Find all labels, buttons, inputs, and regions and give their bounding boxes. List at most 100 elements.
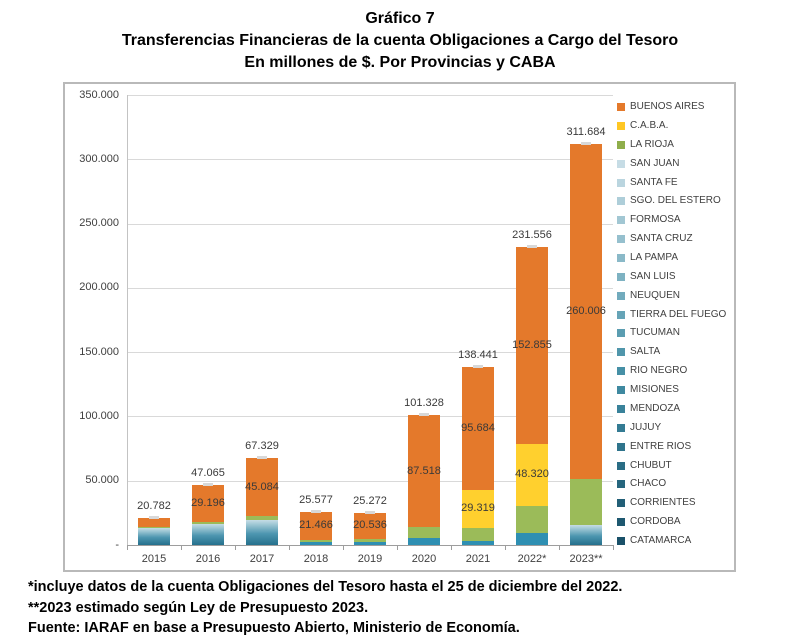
x-axis-line (127, 545, 614, 546)
bar-segment-2019-buenos-aires (354, 512, 386, 539)
bar-total-label-2023**: 311.684 (566, 126, 606, 139)
legend-item-misiones: MISIONES (617, 384, 679, 396)
x-axis-label-2018: 2018 (303, 553, 329, 565)
bar-segment-2019-la-rioja (354, 538, 386, 543)
legend-label: CHUBUT (630, 459, 672, 471)
bar-segment-2017-la-rioja (246, 516, 278, 520)
x-axis-tick-7 (505, 546, 506, 550)
bar-segment-2020-buenos-aires (408, 414, 440, 528)
gridline-250000 (127, 223, 613, 225)
footnote-line-2: **2023 estimado según Ley de Presupuesto… (28, 599, 369, 616)
legend-swatch-icon (617, 461, 625, 470)
chart-frame: 350.000 300.000 250.000 200.000 150.000 100.0… (63, 82, 736, 572)
chart-title-line3: En millones de $. Por Provincias y CABA (244, 54, 556, 71)
y-axis-label--: - (115, 538, 119, 551)
legend-label: LA RIOJA (630, 138, 674, 150)
y-axis-label-150.000: 150.000 (79, 345, 119, 358)
bar-segment-2021-c-a-b-a- (462, 490, 494, 528)
legend-item-tierra-del-fuego: TIERRA DEL FUEGO (617, 309, 726, 321)
x-axis-label-2015: 2015 (141, 553, 167, 565)
x-axis-label-2019: 2019 (357, 553, 383, 565)
legend-swatch-icon (617, 518, 625, 527)
legend-item-entre-rios: ENTRE RIOS (617, 441, 691, 453)
legend-swatch-icon (617, 499, 625, 508)
legend-swatch-icon (617, 254, 625, 262)
footnotes-block: *incluye datos de la cuenta Obligaciones… (28, 577, 788, 639)
bar-segment-2022*-buenos-aires (516, 247, 548, 444)
gridline-300000 (127, 159, 613, 161)
legend-item-chubut: CHUBUT (617, 460, 672, 472)
bar-top-notch-2023** (581, 142, 591, 146)
bar-top-notch-2017 (257, 456, 267, 460)
segment-value-label-2021: 95.684 (461, 422, 495, 434)
bar-top-notch-2022* (527, 245, 537, 249)
legend-label: CORDOBA (630, 516, 681, 528)
legend-label: NEUQUEN (630, 289, 681, 301)
legend-label: C.A.B.A. (630, 119, 669, 131)
bar-segment-2019-resto-de-provincias-agregado-estimado- (354, 542, 386, 545)
legend-swatch-icon (617, 537, 625, 545)
segment-value-label-2022*: 48.320 (515, 468, 549, 481)
legend-item-neuquen: NEUQUEN (617, 290, 680, 302)
bar-total-label-2020: 101.328 (404, 396, 444, 409)
legend-item-la-pampa: LA PAMPA (617, 252, 678, 264)
bar-total-label-2016: 47.065 (191, 466, 225, 479)
gridline-50000 (127, 480, 613, 482)
legend-item-chaco: CHACO (617, 478, 666, 490)
segment-value-label-2021: 29.319 (461, 502, 495, 515)
legend-swatch-icon (617, 348, 625, 357)
gridline-350000 (127, 95, 613, 96)
segment-value-label-2020: 87.518 (407, 464, 441, 477)
bar-segment-2016-la-rioja (192, 522, 224, 525)
bar-total-label-2018: 25.577 (299, 494, 333, 507)
legend-label: ENTRE RIOS (630, 440, 692, 452)
bar-segment-2022*-c-a-b-a- (516, 443, 548, 506)
legend-item-santa-cruz: SANTA CRUZ (617, 233, 693, 245)
bar-segment-2015-la-rioja (138, 527, 170, 528)
legend-swatch-icon (617, 404, 625, 413)
footnote-line-3: Fuente: IARAF en base a Presupuesto Abie… (28, 620, 520, 636)
legend-label: SANTA CRUZ (630, 233, 693, 245)
legend-swatch-icon (617, 197, 625, 206)
y-axis-label-300.000: 300.000 (79, 152, 119, 165)
legend-label: CATAMARCA (630, 535, 692, 546)
legend-label: SAN LUIS (630, 270, 676, 282)
legend-label: LA PAMPA (630, 252, 678, 263)
legend-item-cordoba: CORDOBA (617, 516, 681, 528)
segment-value-label-2022*: 152.855 (512, 339, 552, 351)
chart-title-block: Gráfico 7 Transferencias Financieras de … (0, 8, 800, 74)
chart-title-line1: Gráfico 7 (365, 10, 435, 27)
x-axis-tick-3 (289, 546, 290, 550)
legend-swatch-icon (617, 159, 625, 168)
x-axis-tick-8 (559, 546, 560, 550)
legend-swatch-icon (617, 386, 625, 395)
legend-swatch-icon (617, 121, 625, 130)
bar-top-notch-2015 (149, 516, 159, 520)
legend-label: SGO. DEL ESTERO (630, 195, 721, 207)
footnote-line-1: *incluye datos de la cuenta Obligaciones… (28, 579, 623, 595)
bar-segment-2016-resto-de-provincias-agregado-estimado- (192, 524, 224, 545)
segment-value-label-2016: 29.196 (191, 496, 225, 509)
bar-total-label-2022*: 231.556 (512, 229, 552, 242)
bar-segment-2023**-buenos-aires (570, 144, 602, 479)
bar-total-label-2019: 25.272 (353, 494, 387, 507)
y-axis-line (127, 95, 128, 545)
segment-value-label-2023**: 260.006 (566, 304, 606, 317)
bar-total-label-2017: 67.329 (245, 440, 279, 453)
y-axis-label-50.000: 50.000 (85, 474, 119, 487)
legend-swatch-icon (617, 103, 625, 111)
x-axis-label-2022*: 2022* (517, 553, 547, 565)
legend-label: BUENOS AIRES (630, 101, 705, 112)
legend-swatch-icon (617, 367, 625, 376)
x-axis-tick-2 (235, 546, 236, 550)
legend-item-san-luis: SAN LUIS (617, 271, 676, 283)
legend-swatch-icon (617, 310, 625, 319)
legend-item-la-rioja: LA RIOJA (617, 139, 674, 151)
bar-segment-2017-buenos-aires (246, 458, 278, 517)
legend-label: CORRIENTES (630, 497, 696, 509)
legend-label: MENDOZA (630, 402, 680, 414)
legend-swatch-icon (617, 329, 625, 338)
y-axis-label-200.000: 200.000 (79, 281, 119, 294)
legend-label: CHACO (630, 478, 667, 490)
bar-segment-2023**-la-rioja (570, 478, 602, 526)
